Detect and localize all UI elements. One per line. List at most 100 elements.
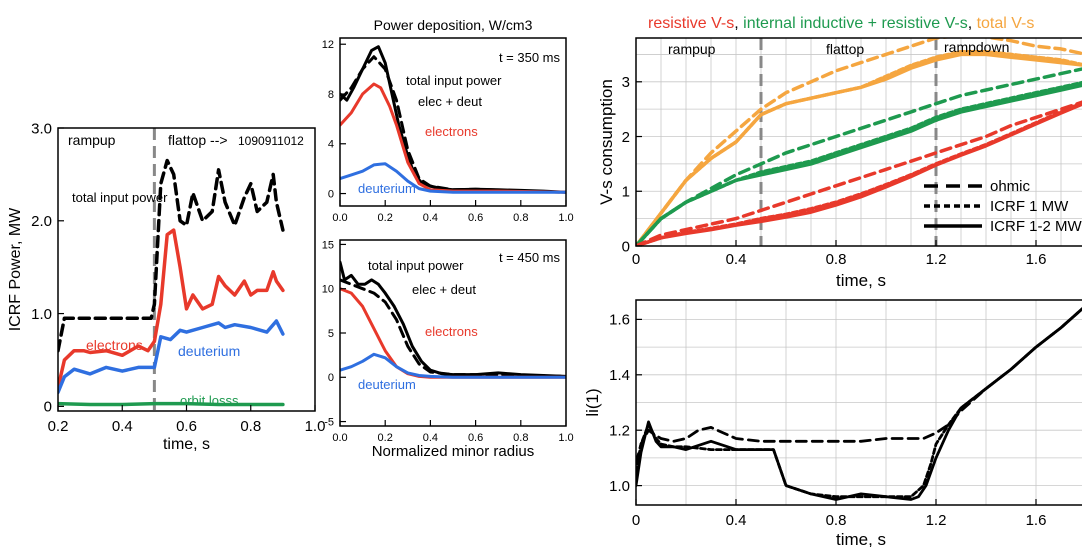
- x-tick-label: 0.4: [423, 212, 438, 224]
- chart-vs_consumption: 0 0.4 0.8 1.2 1.6 0 1 2 3 time, s V-s consumption r…: [597, 37, 1082, 290]
- title-part: internal inductive + resistive V-s: [743, 15, 968, 32]
- series-line-icrf-1-mw: [636, 307, 1082, 499]
- y-tick-label: 3.0: [31, 120, 52, 137]
- chart-title: Power deposition, W/cm3: [374, 17, 533, 33]
- x-tick-label: 1.6: [1026, 512, 1047, 529]
- y-tick-label: 8: [328, 89, 334, 101]
- annotation: elec + deut: [418, 94, 482, 109]
- plot-frame: [635, 299, 1082, 506]
- title-part: resistive V-s: [648, 15, 734, 32]
- x-tick-label: 0.8: [240, 418, 261, 435]
- series-group: [636, 38, 1082, 246]
- legend-label: ICRF 1-2 MW: [990, 218, 1082, 235]
- series-line-orbit-losss: [58, 401, 285, 407]
- x-tick-label: 0.2: [378, 212, 393, 224]
- x-axis-label: Normalized minor radius: [372, 443, 535, 460]
- x-tick-label: 0.6: [176, 418, 197, 435]
- y-tick-label: 5: [328, 328, 334, 340]
- annotation: t = 450 ms: [499, 250, 561, 265]
- x-tick-label: 0.4: [726, 251, 747, 268]
- series-line-elec-deut: [340, 278, 566, 378]
- x-tick-label: 0.4: [112, 418, 133, 435]
- y-tick-label: 10: [322, 284, 334, 296]
- annotation: rampup: [68, 132, 116, 148]
- x-tick-label: 1.6: [1026, 251, 1047, 268]
- y-tick-label: 0: [44, 399, 52, 416]
- series-group: [340, 260, 566, 379]
- x-tick-label: 0.8: [513, 212, 528, 224]
- series-line-total-v-s-ohmic: [636, 38, 1082, 246]
- y-tick-label: 1.6: [609, 312, 630, 329]
- y-tick-label: 4: [328, 139, 334, 151]
- y-tick-label: 1: [622, 184, 630, 201]
- legend: ohmic ICRF 1 MW ICRF 1-2 MW: [924, 178, 1082, 235]
- title-part: ,: [734, 15, 743, 32]
- series-group: [340, 45, 566, 194]
- chart-power_dep_450: 0.0 0.2 0.4 0.6 0.8 1.0 -5 0 5 10 15 Normalized min…: [322, 239, 574, 460]
- x-tick-label: 0.0: [332, 432, 347, 444]
- annotation: electrons: [86, 337, 143, 353]
- plot-frame: [57, 127, 316, 412]
- annotation: rampdown: [944, 39, 1009, 55]
- chart-icrf_power: 0.2 0.4 0.6 0.8 1.0 0 1.0 2.0 3.0 time, s ICRF Pow…: [7, 120, 325, 453]
- x-axis-label: time, s: [836, 271, 886, 290]
- series-line-deuterium: [340, 352, 566, 379]
- plot-frame: [339, 37, 567, 207]
- annotation: flattop: [826, 41, 864, 57]
- series-line-electrons: [58, 228, 285, 390]
- series-line-ohmic: [636, 307, 1082, 465]
- annotation: elec + deut: [412, 282, 476, 297]
- series-line-resistive-ohmic: [636, 100, 1082, 246]
- chart-li1: 0 0.4 0.8 1.2 1.6 1.0 1.2 1.4 1.6 time, s li(1): [583, 299, 1082, 547]
- x-axis-label: time, s: [836, 530, 886, 547]
- series-group: [58, 158, 285, 407]
- annotation: total input power: [72, 190, 168, 205]
- annotation: total input power: [368, 258, 464, 273]
- annotation: orbit losss: [180, 393, 239, 408]
- annotation: flattop -->: [168, 132, 228, 148]
- annotation: deuterium: [178, 343, 240, 359]
- y-tick-label: 1.4: [609, 367, 630, 384]
- annotation: electrons: [425, 324, 478, 339]
- series-line-deuterium: [340, 162, 566, 194]
- y-tick-label: 0: [328, 188, 334, 200]
- series-line-elec-deut: [340, 55, 566, 194]
- y-tick-label: 12: [322, 39, 334, 51]
- x-tick-label: 1.0: [558, 432, 573, 444]
- series-line-internal-inductive-resistive-icrf-1-2-mw: [636, 83, 1082, 246]
- y-axis-label: li(1): [583, 388, 602, 416]
- legend-label: ICRF 1 MW: [990, 198, 1069, 215]
- y-axis-label: ICRF Power, MW: [7, 207, 24, 331]
- x-tick-label: 0.8: [826, 251, 847, 268]
- y-tick-label: 2: [622, 129, 630, 146]
- y-axis-label: V-s consumption: [597, 79, 616, 205]
- annotation: deuterium: [358, 181, 416, 196]
- y-tick-label: 15: [322, 239, 334, 251]
- title-part: ,: [968, 15, 977, 32]
- plot-frame: [635, 37, 1082, 247]
- y-tick-label: 1.2: [609, 422, 630, 439]
- x-tick-label: 0.8: [826, 512, 847, 529]
- title-part: total V-s: [977, 15, 1035, 32]
- x-tick-label: 0: [632, 512, 640, 529]
- series-line-total-v-s-icrf-1-2-mw: [636, 52, 1082, 246]
- x-tick-label: 0.8: [513, 432, 528, 444]
- annotation: deuterium: [358, 377, 416, 392]
- x-tick-label: 1.2: [926, 251, 947, 268]
- x-tick-label: 0.0: [332, 212, 347, 224]
- y-tick-label: 0: [622, 238, 630, 255]
- x-tick-label: 1.0: [305, 418, 326, 435]
- series-line-resistive-icrf-1-2-mw: [636, 102, 1082, 246]
- x-tick-label: 0: [632, 251, 640, 268]
- annotation: total input power: [406, 73, 502, 88]
- annotation: t = 350 ms: [499, 50, 561, 65]
- chart-power_dep_350: 0.0 0.2 0.4 0.6 0.8 1.0 0 4 8 12 Power deposition,…: [322, 17, 574, 224]
- x-axis-label: time, s: [163, 436, 210, 453]
- y-tick-label: 1.0: [31, 306, 52, 323]
- x-tick-label: 1.0: [558, 212, 573, 224]
- y-tick-label: 3: [622, 74, 630, 91]
- series-line-total-input-power: [58, 158, 285, 353]
- x-tick-label: 0.4: [423, 432, 438, 444]
- annotation: 1090911012: [238, 134, 304, 148]
